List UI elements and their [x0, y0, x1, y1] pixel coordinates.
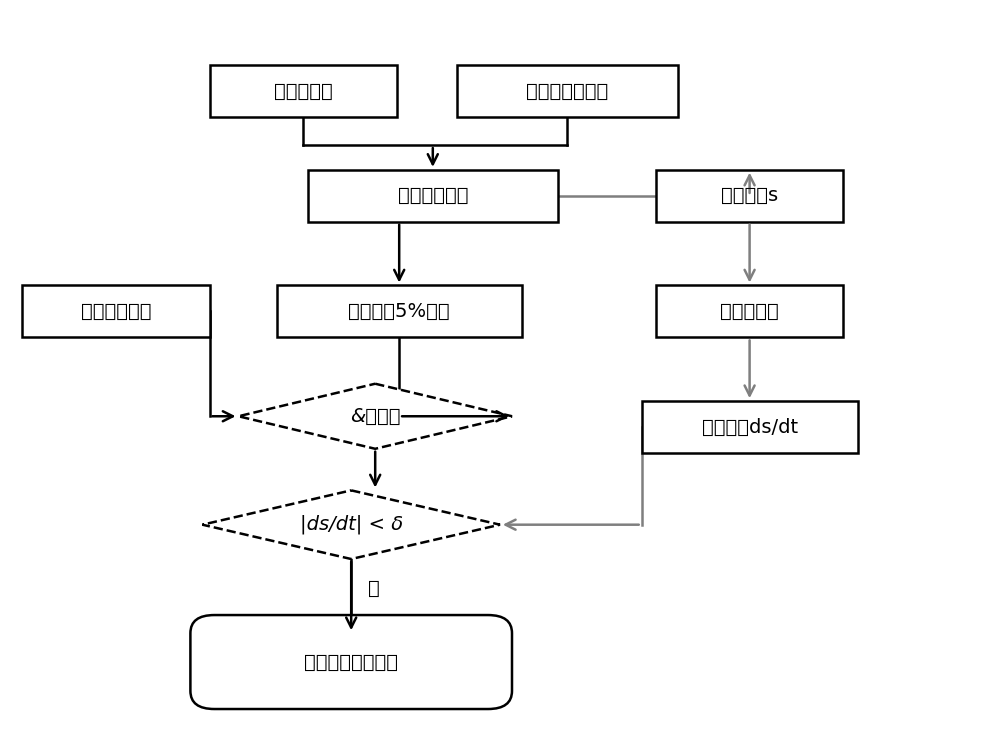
- FancyBboxPatch shape: [656, 285, 843, 337]
- Text: 转速小于5%节点: 转速小于5%节点: [348, 302, 450, 321]
- Text: |ds/dt| < δ: |ds/dt| < δ: [300, 515, 403, 535]
- FancyBboxPatch shape: [656, 169, 843, 222]
- Text: 导叶全关节点: 导叶全关节点: [81, 302, 151, 321]
- Text: 是: 是: [368, 579, 380, 599]
- Text: 转速测量装置: 转速测量装置: [398, 186, 468, 206]
- Text: 机端电压互感器: 机端电压互感器: [526, 81, 608, 100]
- Text: 转速差分ds/dt: 转速差分ds/dt: [702, 418, 798, 437]
- Text: 闪盘计数器: 闪盘计数器: [274, 81, 333, 100]
- FancyBboxPatch shape: [22, 285, 210, 337]
- FancyBboxPatch shape: [642, 401, 858, 453]
- Polygon shape: [238, 384, 512, 449]
- Polygon shape: [202, 490, 500, 559]
- Text: &与操作: &与操作: [350, 407, 400, 425]
- FancyBboxPatch shape: [457, 65, 678, 117]
- Text: 低通滤波器: 低通滤波器: [720, 302, 779, 321]
- FancyBboxPatch shape: [210, 65, 397, 117]
- FancyBboxPatch shape: [277, 285, 522, 337]
- Text: 转速信号s: 转速信号s: [721, 186, 778, 206]
- Text: 机械制动装置投入: 机械制动装置投入: [304, 653, 398, 672]
- FancyBboxPatch shape: [190, 615, 512, 709]
- FancyBboxPatch shape: [308, 169, 558, 222]
